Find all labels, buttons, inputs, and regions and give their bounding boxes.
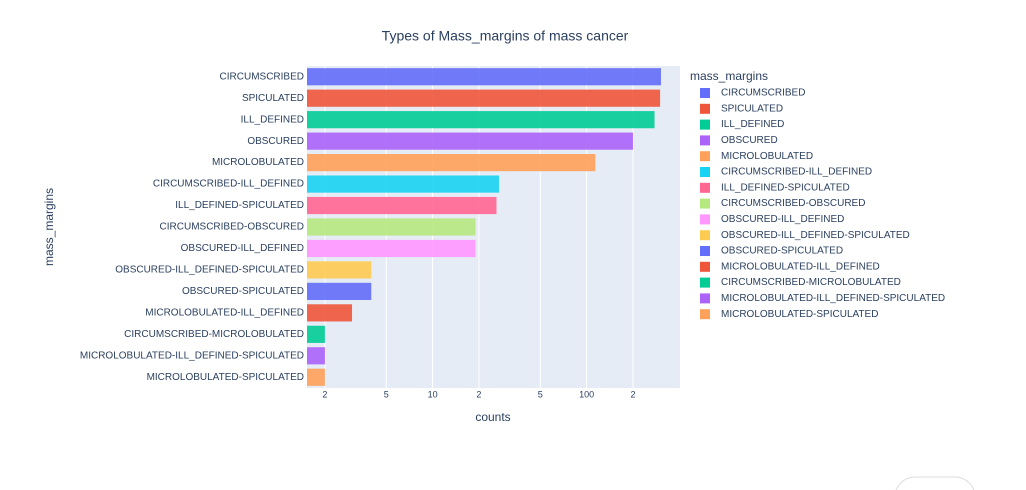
bar [307, 132, 633, 150]
y-tick-label: CIRCUMSCRIBED-MICROLOBULATED [124, 329, 304, 340]
legend-entry: MICROLOBULATED-SPICULATED [721, 309, 878, 320]
y-tick-label: MICROLOBULATED-SPICULATED [147, 372, 304, 383]
legend-swatch [700, 246, 710, 256]
bar [307, 261, 372, 279]
bar [307, 154, 596, 172]
x-axis-title: counts [475, 410, 510, 424]
bar [307, 325, 325, 343]
legend-entry: CIRCUMSCRIBED-OBSCURED [721, 198, 865, 209]
legend-entry: CIRCUMSCRIBED [721, 88, 805, 99]
legend-swatch [700, 214, 710, 225]
legend-swatch [700, 309, 710, 320]
legend-entry: MICROLOBULATED-ILL_DEFINED-SPICULATED [721, 293, 945, 304]
legend-entry: OBSCURED [721, 135, 778, 146]
y-tick-label: SPICULATED [242, 93, 304, 104]
legend-swatch [700, 293, 710, 304]
legend-swatch [700, 88, 710, 98]
x-tick-label: 10 [428, 389, 438, 399]
legend-swatch [700, 151, 710, 162]
y-tick-label: MICROLOBULATED-ILL_DEFINED [145, 308, 304, 319]
x-tick-label: 5 [538, 389, 543, 399]
legend-swatch [700, 198, 710, 209]
y-tick-label: MICROLOBULATED-ILL_DEFINED-SPICULATED [80, 350, 304, 361]
legend-entry: OBSCURED-ILL_DEFINED [721, 214, 844, 225]
legend-entry: OBSCURED-ILL_DEFINED-SPICULATED [721, 230, 910, 241]
legend-entry: SPICULATED [721, 103, 783, 114]
bar [307, 196, 497, 215]
y-tick-label: OBSCURED [247, 136, 304, 147]
legend-swatch [700, 119, 710, 130]
y-tick-label: CIRCUMSCRIBED-ILL_DEFINED [153, 179, 304, 190]
y-tick-label: CIRCUMSCRIBED [220, 71, 304, 82]
bar [307, 89, 661, 107]
bar [307, 368, 325, 386]
legend-swatch [700, 277, 710, 288]
legend-swatch [700, 182, 710, 193]
x-tick-label: 5 [384, 389, 389, 399]
x-tick-label: 2 [322, 389, 327, 399]
bar [307, 347, 325, 365]
x-tick-label: 2 [630, 389, 635, 399]
y-tick-label: OBSCURED-ILL_DEFINED [181, 243, 304, 254]
bar [307, 218, 476, 236]
bar [307, 175, 500, 193]
legend-swatch [700, 261, 710, 272]
y-tick-label: ILL_DEFINED-SPICULATED [175, 200, 304, 211]
chart-title: Types of Mass_margins of mass cancer [382, 28, 629, 44]
x-tick-label: 100 [579, 389, 594, 399]
legend-swatch [700, 167, 710, 177]
legend-swatch [700, 103, 710, 114]
x-tick-label: 2 [476, 389, 481, 399]
legend-entry: MICROLOBULATED-ILL_DEFINED [721, 261, 880, 272]
bar [307, 68, 661, 86]
y-tick-label: OBSCURED-SPICULATED [182, 286, 304, 297]
legend-entry: MICROLOBULATED [721, 151, 813, 162]
legend-entry: ILL_DEFINED [721, 119, 784, 130]
bar [307, 239, 476, 258]
legend-entry: OBSCURED-SPICULATED [721, 246, 843, 257]
legend-title: mass_margins [690, 69, 768, 83]
y-tick-label: OBSCURED-ILL_DEFINED-SPICULATED [115, 265, 304, 276]
legend-swatch [700, 135, 710, 146]
legend-entry: CIRCUMSCRIBED-MICROLOBULATED [721, 277, 901, 288]
bar [307, 304, 353, 322]
y-tick-label: CIRCUMSCRIBED-OBSCURED [160, 222, 304, 233]
y-axis-title: mass_margins [42, 188, 56, 266]
legend-entry: CIRCUMSCRIBED-ILL_DEFINED [721, 167, 872, 178]
y-tick-label: MICROLOBULATED [212, 157, 304, 168]
legend-swatch [700, 230, 710, 241]
bar [307, 111, 655, 129]
button[interactable] [895, 476, 975, 490]
bar [307, 282, 372, 300]
y-tick-label: ILL_DEFINED [241, 114, 304, 125]
legend-entry: ILL_DEFINED-SPICULATED [721, 182, 850, 193]
